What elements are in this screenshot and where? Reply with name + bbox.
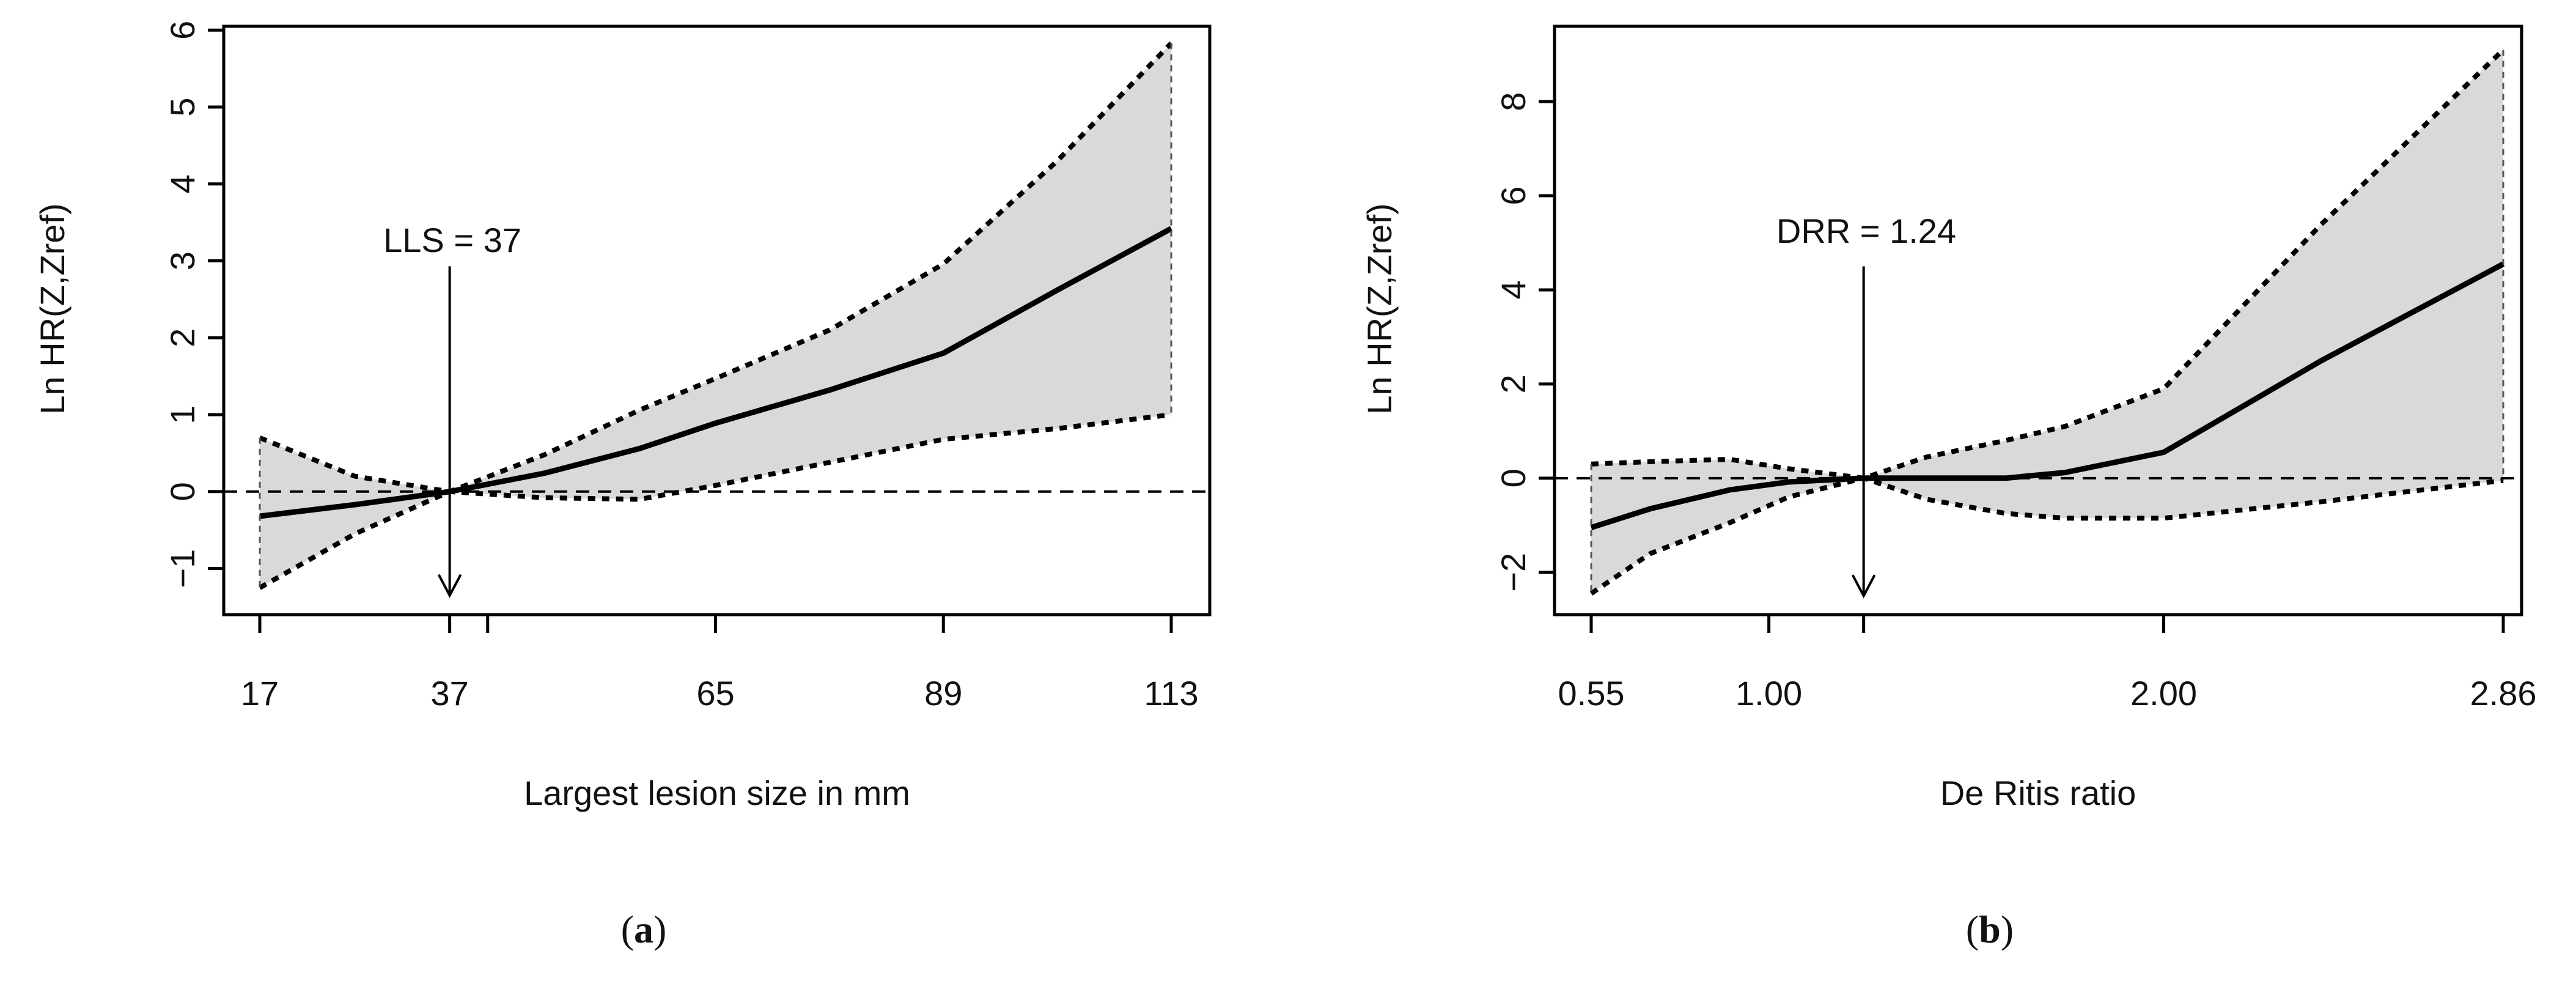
plot-border [1553,24,2523,616]
series-group [259,41,1173,590]
x-tick-label: 37 [430,674,468,713]
y-axis: −2 0 2 4 6 8 [1494,92,1555,592]
y-tick-label: 6 [1494,186,1533,205]
estimate-line [259,226,1173,519]
ci-band-area [1591,50,2503,594]
y-axis-title: Ln HR(Z,Zref) [1360,203,1399,414]
panel-caption: (a) [621,908,667,951]
x-tick-label: 113 [1144,674,1198,713]
ci-band [1591,50,2503,594]
y-tick-label: 3 [163,251,202,270]
y-tick-label: 8 [1494,92,1533,111]
y-tick-label: 4 [1494,280,1533,299]
estimate-line [1590,261,2505,530]
annotation-arrow [437,266,462,598]
y-tick-label: 1 [163,405,202,424]
y-tick-label: −2 [1494,553,1533,592]
x-axis-title: Largest lesion size in mm [524,774,910,812]
x-axis: 17 37 65 89 113 [241,615,1199,713]
x-axis: 0.55 1.00 2.00 2.86 [1558,615,2537,713]
annotation-label: DRR = 1.24 [1776,212,1956,250]
x-tick-label: 65 [696,674,734,713]
y-tick-label: 6 [163,21,202,40]
lower-ci-line [259,412,1172,590]
upper-ci-line [259,41,1173,494]
y-axis: −1 0 1 2 3 4 5 6 [163,21,224,588]
panel-caption-letter: a [634,908,653,951]
x-tick-label: 0.55 [1558,674,1625,713]
y-tick-label: 2 [1494,374,1533,393]
annotation-label: LLS = 37 [383,221,521,259]
annotation-arrow [1851,266,1876,599]
x-tick-label: 2.86 [2470,674,2537,713]
y-tick-label: 2 [163,328,202,347]
upper-ci-line [1591,48,2505,481]
panel-caption-letter: b [1979,908,2001,951]
lower-ci-line [1589,475,2504,596]
y-tick-label: 0 [163,482,202,501]
annotation-arrow-head [1851,574,1876,599]
band-edge-lines [1590,50,2504,594]
plot-frame [1553,24,2523,616]
y-tick-label: 5 [163,97,202,116]
band-edge-lines [259,43,1172,588]
series-group [1589,48,2505,596]
x-tick-label: 17 [241,674,279,713]
x-tick-label: 1.00 [1735,674,1802,713]
x-axis-title: De Ritis ratio [1940,774,2136,812]
panel-b-chart: −2 0 2 4 6 8 0.55 1.00 2.00 2.86 DRR = 1.24 Ln H… [1360,24,2537,951]
y-axis-title: Ln HR(Z,Zref) [33,203,72,414]
ci-band [260,43,1171,588]
y-tick-label: 4 [163,174,202,193]
panel-caption: (b) [1966,908,2014,951]
y-tick-label: 0 [1494,468,1533,487]
ci-band-area [260,43,1171,588]
y-tick-label: −1 [163,549,202,588]
x-tick-label: 2.00 [2130,674,2197,713]
panel-a-chart: −1 0 1 2 3 4 5 6 17 37 65 89 113 LLS = 37 Ln HR(Z,Z… [33,21,1212,951]
annotation-arrow-head [437,574,462,598]
x-tick-label: 89 [924,674,962,713]
